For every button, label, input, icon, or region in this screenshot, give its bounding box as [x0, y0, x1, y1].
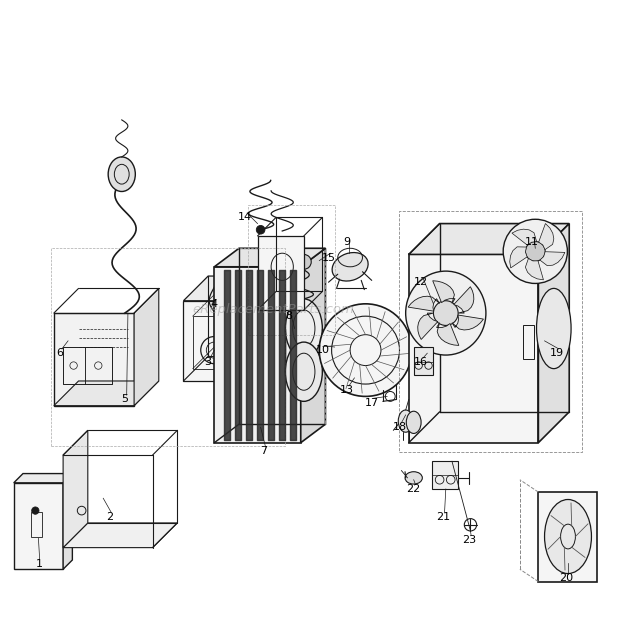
Ellipse shape [108, 157, 135, 192]
Polygon shape [184, 276, 270, 301]
Polygon shape [408, 296, 440, 311]
Polygon shape [512, 229, 537, 246]
Ellipse shape [406, 411, 421, 433]
Polygon shape [432, 461, 458, 489]
Bar [85, 347, 112, 384]
Text: 7: 7 [260, 446, 267, 456]
Bar [193, 316, 233, 369]
Polygon shape [63, 430, 88, 547]
Bar [248, 205, 335, 335]
Text: 1: 1 [36, 559, 43, 569]
Bar [523, 326, 534, 360]
Text: 20: 20 [559, 574, 574, 583]
Ellipse shape [285, 299, 322, 358]
Bar [63, 347, 112, 384]
Ellipse shape [256, 226, 265, 234]
Text: 18: 18 [392, 422, 407, 432]
Text: 5: 5 [122, 394, 128, 404]
Polygon shape [433, 281, 455, 303]
Bar [51, 248, 285, 446]
Ellipse shape [319, 304, 412, 396]
Text: 21: 21 [436, 512, 449, 522]
Text: 8: 8 [285, 311, 292, 321]
Text: 14: 14 [238, 213, 252, 223]
Polygon shape [436, 322, 459, 345]
Polygon shape [63, 474, 73, 569]
Text: 23: 23 [462, 534, 476, 544]
Ellipse shape [525, 241, 545, 261]
Text: 9: 9 [343, 237, 350, 247]
Polygon shape [539, 224, 554, 250]
Text: 2: 2 [106, 512, 113, 522]
Polygon shape [525, 259, 544, 280]
Polygon shape [257, 236, 304, 310]
Bar [538, 492, 597, 582]
Polygon shape [418, 313, 438, 340]
Ellipse shape [433, 301, 458, 326]
Text: 3: 3 [205, 358, 211, 368]
Polygon shape [414, 347, 433, 375]
Ellipse shape [405, 472, 422, 484]
Polygon shape [14, 483, 63, 569]
Text: 10: 10 [316, 345, 329, 355]
Polygon shape [134, 288, 159, 405]
Polygon shape [215, 267, 301, 443]
Ellipse shape [296, 254, 311, 269]
Polygon shape [452, 315, 484, 330]
Text: 4: 4 [211, 299, 218, 309]
Text: 19: 19 [550, 348, 564, 358]
Ellipse shape [285, 342, 322, 401]
Polygon shape [409, 254, 538, 443]
Polygon shape [245, 276, 270, 381]
Bar [399, 211, 582, 452]
Text: 22: 22 [407, 484, 421, 494]
Polygon shape [215, 248, 326, 267]
Bar [31, 512, 42, 536]
Text: 11: 11 [525, 237, 539, 247]
Text: 6: 6 [56, 348, 63, 358]
Polygon shape [63, 523, 177, 547]
Polygon shape [510, 247, 527, 268]
Polygon shape [301, 248, 326, 443]
Polygon shape [184, 301, 245, 381]
Ellipse shape [32, 507, 39, 515]
Text: 16: 16 [414, 358, 428, 368]
Polygon shape [409, 224, 569, 254]
Ellipse shape [544, 500, 591, 574]
Polygon shape [54, 381, 159, 405]
Ellipse shape [536, 288, 571, 369]
Ellipse shape [405, 271, 486, 355]
Ellipse shape [398, 410, 413, 432]
Polygon shape [538, 224, 569, 443]
Ellipse shape [332, 252, 368, 281]
Text: 17: 17 [365, 397, 379, 407]
Text: eReplacementParts.com: eReplacementParts.com [192, 304, 354, 316]
Polygon shape [14, 474, 73, 483]
Bar [63, 347, 85, 384]
Text: 13: 13 [340, 385, 354, 395]
Polygon shape [54, 313, 134, 405]
Polygon shape [454, 286, 474, 313]
Ellipse shape [503, 219, 567, 283]
Polygon shape [540, 252, 565, 266]
Text: 15: 15 [322, 252, 335, 262]
Text: 12: 12 [414, 277, 428, 287]
